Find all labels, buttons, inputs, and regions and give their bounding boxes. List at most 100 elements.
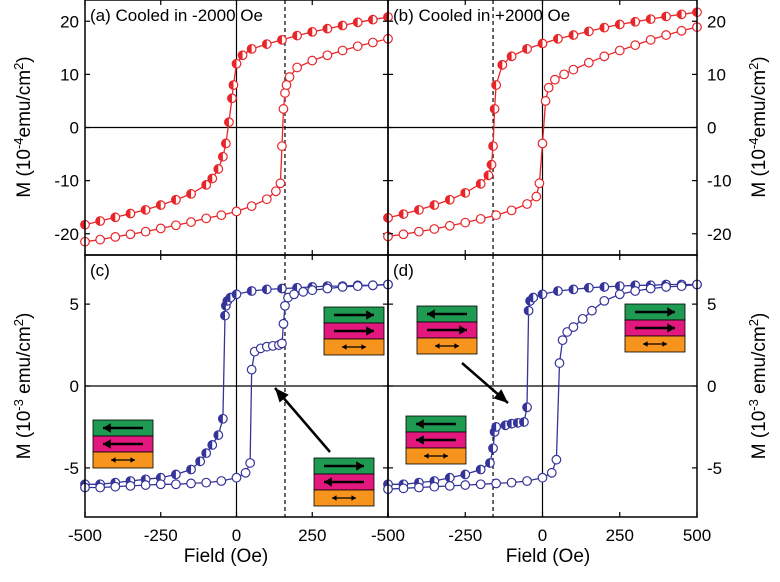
series-line-half-filled (84, 16, 389, 226)
marker-ring (217, 413, 228, 424)
marker-ring (228, 80, 239, 90)
marker-ring (140, 204, 151, 215)
marker-fill (460, 470, 466, 479)
marker-fill (80, 220, 85, 230)
data-point-half-filled (217, 151, 228, 162)
marker-fill (414, 205, 419, 215)
marker-fill (522, 44, 528, 54)
y-tick-label: -10 (54, 172, 79, 191)
data-point-half-filled (292, 30, 303, 41)
y-tick-label: -10 (707, 172, 732, 191)
top-arrow-head (667, 307, 675, 317)
data-point-open (475, 479, 486, 490)
data-point-open (337, 282, 348, 292)
data-point-open (270, 186, 281, 197)
data-point-half-filled (460, 187, 471, 198)
data-point-half-filled (475, 178, 486, 189)
y-tick-label: 5 (70, 295, 79, 314)
arrows-layer (274, 362, 509, 453)
data-point-open (630, 286, 641, 296)
series-line-half-filled (85, 283, 389, 485)
data-point-open (110, 481, 121, 492)
data-point-half-filled (429, 200, 440, 210)
marker-ring (261, 39, 272, 49)
marker-fill (323, 24, 328, 33)
data-point-half-filled (95, 216, 106, 226)
data-point-half-filled (261, 284, 272, 295)
marker-ring (195, 456, 206, 467)
marker-ring (475, 178, 486, 189)
marker-ring (110, 212, 121, 223)
mid-arrow-head (366, 326, 374, 336)
marker-ring (614, 19, 625, 30)
data-point-open (491, 478, 502, 489)
marker-fill (262, 39, 267, 49)
data-point-half-filled (246, 286, 257, 296)
marker-ring (398, 209, 409, 219)
data-point-open (398, 229, 409, 240)
marker-ring (261, 284, 272, 295)
marker-fill (171, 470, 176, 479)
marker-fill (615, 281, 620, 291)
marker-ring (322, 23, 333, 34)
marker-fill (490, 104, 495, 114)
data-point-half-filled (337, 20, 348, 31)
marker-fill (485, 458, 490, 468)
marker-fill (399, 209, 404, 219)
data-point-half-filled (220, 310, 230, 321)
data-point-half-filled (537, 38, 548, 49)
marker-fill (507, 52, 512, 61)
marker-fill (569, 30, 574, 40)
marker-ring (486, 159, 497, 170)
data-point-open (140, 480, 151, 490)
data-point-open (645, 283, 656, 294)
marker-ring (599, 22, 610, 33)
data-point-half-filled (537, 289, 548, 300)
data-point-half-filled (599, 22, 610, 33)
marker-fill (584, 283, 589, 293)
y-tick-label: 0 (707, 377, 716, 396)
marker-fill (247, 286, 252, 296)
marker-ring (599, 282, 610, 292)
data-point-half-filled (491, 422, 502, 432)
data-point-open (506, 477, 517, 488)
data-point-open (546, 467, 557, 478)
data-point-half-filled (519, 417, 529, 427)
pointer-arrow-c-shaft (274, 387, 331, 453)
data-point-open (599, 295, 610, 306)
marker-fill (519, 417, 524, 427)
data-point-open (246, 364, 257, 375)
marker-fill (513, 418, 518, 428)
pointer-arrow-c (274, 387, 331, 453)
data-point-open (110, 232, 121, 242)
data-point-half-filled (485, 458, 495, 468)
marker-fill (491, 80, 497, 90)
data-point-half-filled (224, 117, 234, 128)
marker-ring (207, 173, 218, 184)
marker-ring (224, 117, 234, 128)
marker-ring (246, 43, 257, 54)
marker-fill (630, 17, 636, 27)
data-point-half-filled (506, 418, 517, 429)
data-point-open (414, 226, 424, 237)
marker-ring (227, 93, 237, 104)
data-point-open (429, 481, 440, 492)
panel-a: -20 -10 0 10 20 (a) Cooled in -2000 Oe (54, 0, 393, 256)
marker-ring (506, 51, 517, 62)
marker-ring (488, 443, 498, 454)
marker-ring (475, 464, 486, 475)
marker-ring (485, 458, 495, 468)
marker-fill (368, 15, 373, 24)
marker-fill (227, 93, 232, 103)
data-point-half-filled (553, 33, 563, 44)
marker-ring (519, 417, 529, 427)
data-point-open (216, 210, 227, 221)
afm-arrow-head (454, 343, 459, 349)
afm-arrow-head (662, 341, 667, 347)
data-point-open (549, 74, 560, 85)
x-tick-label: -500 (371, 526, 405, 545)
data-point-half-filled (583, 282, 594, 293)
data-point-half-filled (522, 402, 532, 413)
marker-ring (491, 422, 502, 432)
data-point-open (599, 51, 610, 62)
